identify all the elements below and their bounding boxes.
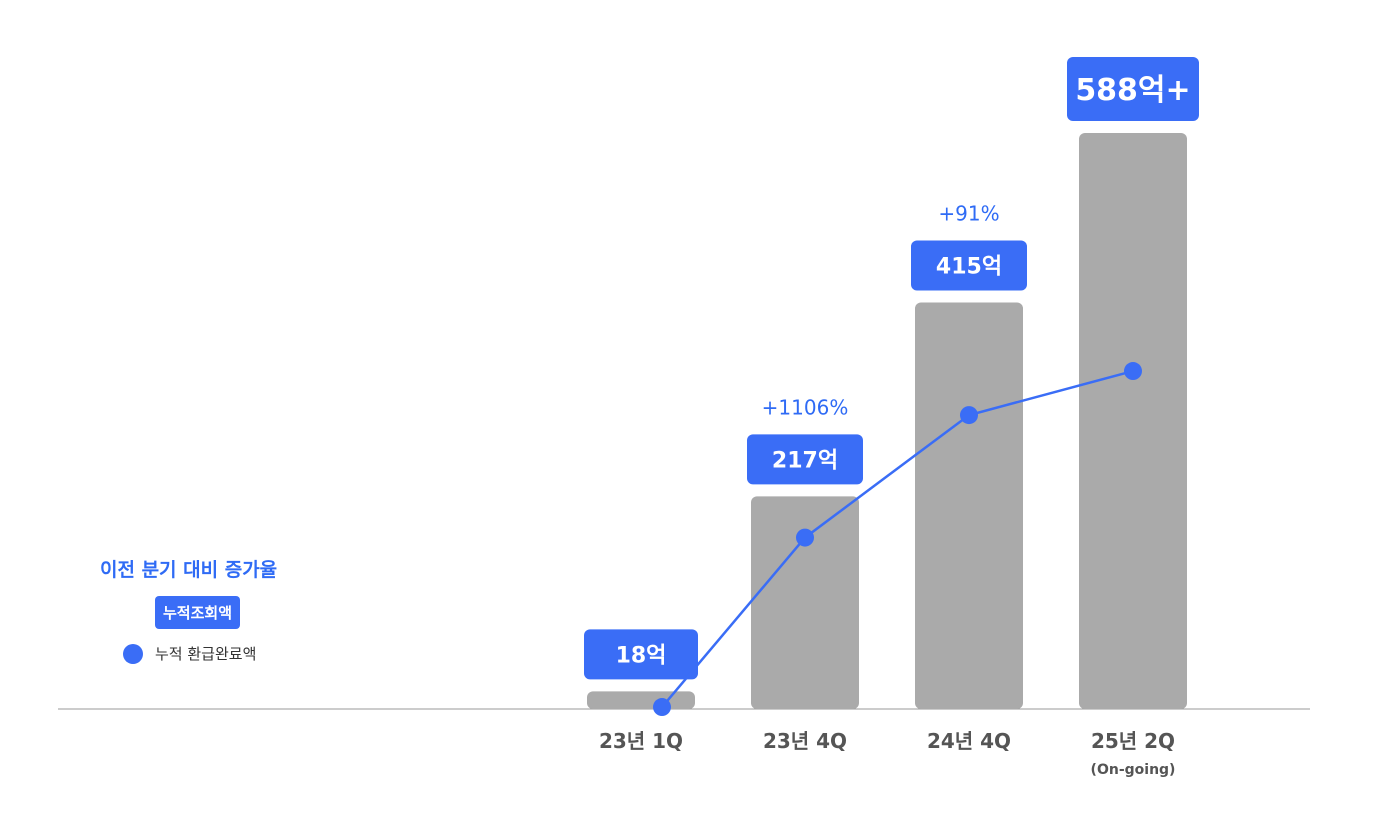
line-point <box>796 528 814 547</box>
legend-title: 이전 분기 대비 증가율 <box>100 559 278 581</box>
x-tick-label: 24년 4Q <box>927 729 1011 753</box>
legend-bar-badge: 누적조회액 <box>155 596 241 629</box>
line-point <box>653 698 671 717</box>
bar <box>751 496 859 709</box>
value-badge <box>747 434 863 485</box>
value-badge <box>1067 57 1199 121</box>
line-point <box>1124 362 1142 381</box>
value-label: 415억 <box>936 254 1002 279</box>
value-badge <box>584 629 698 680</box>
x-tick-label: 23년 1Q <box>599 729 683 753</box>
bar <box>915 302 1023 709</box>
legend-line-label: 누적 환급완료액 <box>155 645 257 663</box>
growth-label: +91% <box>938 201 999 225</box>
bar <box>587 691 695 709</box>
value-label: 18억 <box>616 643 667 668</box>
line-point <box>960 406 978 425</box>
line-series <box>661 369 1134 708</box>
legend-dot-icon <box>123 643 143 664</box>
legend-line-item: 누적 환급완료액 <box>123 643 330 664</box>
value-label: 217억 <box>772 448 838 473</box>
growth-label: +1106% <box>762 395 849 419</box>
value-badge <box>911 240 1027 291</box>
x-tick-label: 25년 2Q <box>1091 729 1175 753</box>
x-tick-sublabel: (On-going) <box>1091 762 1176 778</box>
x-tick-label: 23년 4Q <box>763 729 847 753</box>
legend: 이전 분기 대비 증가율 누적조회액 누적 환급완료액 <box>100 555 330 664</box>
value-label: 588억+ <box>1075 73 1190 108</box>
bar <box>1079 133 1187 709</box>
